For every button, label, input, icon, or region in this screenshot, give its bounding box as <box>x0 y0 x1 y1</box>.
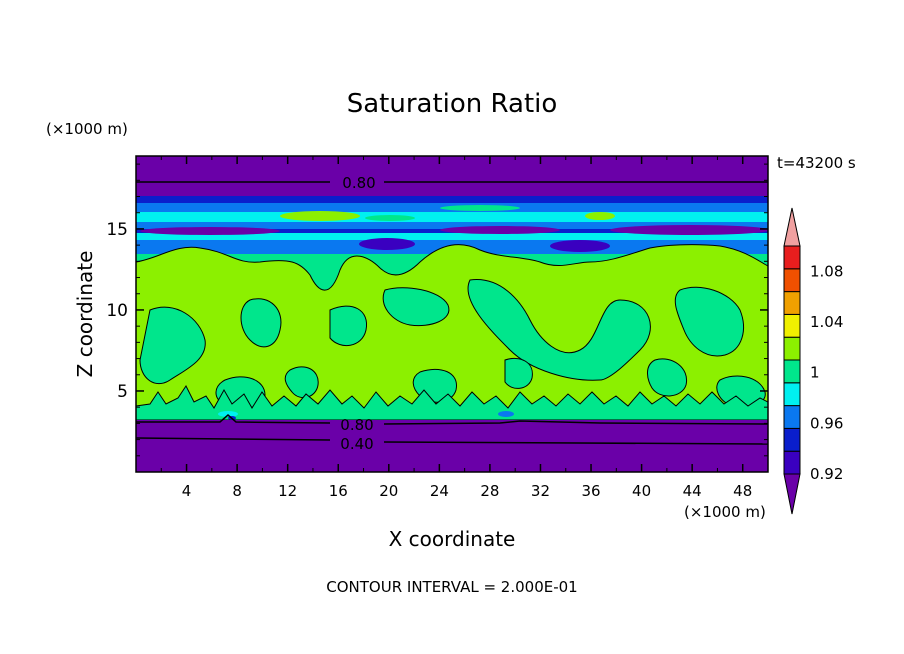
colorbar-tick-label: 1 <box>810 364 820 382</box>
y-tick-label: 5 <box>117 382 128 402</box>
colorbar-bin <box>783 313 801 338</box>
y-tick-label: 10 <box>106 301 128 321</box>
colorbar-bin <box>783 450 801 475</box>
x-tick-label: 24 <box>430 482 449 500</box>
colorbar-bin <box>783 245 801 270</box>
y-tick-label: 15 <box>106 220 128 240</box>
x-tick-label: 12 <box>278 482 297 500</box>
y-axis-ticks: 5 10 15 <box>106 163 768 457</box>
colorbar-tick-label: 0.96 <box>810 414 843 432</box>
colorbar-bin <box>783 405 801 429</box>
contour-label: 0.80 <box>340 416 373 434</box>
contour-label: 0.40 <box>340 435 373 453</box>
colorbar-tick-label: 1.04 <box>810 313 843 331</box>
x-tick-label: 8 <box>232 482 242 500</box>
colorbar-tick-label: 1.08 <box>810 262 843 280</box>
x-tick-label: 28 <box>480 482 499 500</box>
x-tick-label: 48 <box>733 482 752 500</box>
contour-field <box>136 156 768 472</box>
time-label: t=43200 s <box>777 154 856 172</box>
x-tick-label: 16 <box>329 482 348 500</box>
colorbar-bin <box>783 336 801 361</box>
contour-interval-note: CONTOUR INTERVAL = 2.000E-01 <box>326 578 577 596</box>
colorbar-tick-label: 0.92 <box>810 465 843 483</box>
x-tick-label: 36 <box>581 482 600 500</box>
plot-frame <box>135 155 769 473</box>
colorbar-bin <box>783 427 801 452</box>
x-tick-label: 44 <box>683 482 702 500</box>
x-tick-label: 40 <box>632 482 651 500</box>
x-axis-label: X coordinate <box>389 527 516 551</box>
colorbar: 0.92 0.96 1 1.04 1.08 <box>783 207 843 515</box>
x-unit-label: (×1000 m) <box>684 503 766 521</box>
x-axis-ticks: 4 8 12 16 20 24 28 32 36 40 44 48 <box>160 156 752 500</box>
colorbar-bin <box>783 291 801 315</box>
y-axis-label: Z coordinate <box>73 251 97 378</box>
colorbar-bin <box>783 359 801 384</box>
y-unit-label: (×1000 m) <box>46 120 128 138</box>
x-tick-label: 4 <box>182 482 192 500</box>
colorbar-bin <box>783 268 801 293</box>
contour-label: 0.80 <box>342 174 375 192</box>
x-tick-label: 32 <box>531 482 550 500</box>
colorbar-extend-low <box>783 473 801 515</box>
colorbar-bin <box>783 382 801 407</box>
chart-title: Saturation Ratio <box>347 89 558 119</box>
colorbar-extend-high <box>783 207 801 247</box>
x-tick-label: 20 <box>379 482 398 500</box>
